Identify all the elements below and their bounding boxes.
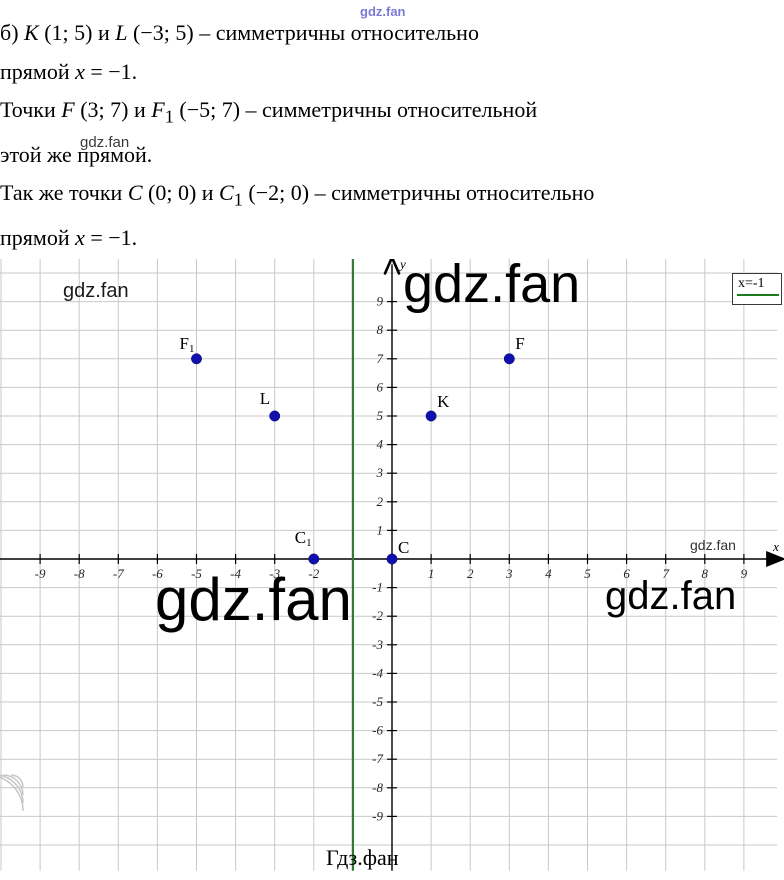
svg-text:5: 5 (377, 408, 384, 423)
svg-text:-7: -7 (372, 751, 383, 766)
svg-text:7: 7 (377, 351, 384, 366)
svg-text:-9: -9 (35, 566, 46, 581)
svg-text:-5: -5 (372, 694, 383, 709)
svg-text:1: 1 (377, 522, 384, 537)
svg-text:-8: -8 (372, 780, 383, 795)
svg-text:x: x (772, 539, 779, 554)
svg-text:3: 3 (376, 465, 384, 480)
svg-text:1: 1 (428, 566, 435, 581)
svg-text:C1: C1 (295, 528, 312, 549)
svg-text:F1: F1 (180, 334, 195, 355)
svg-text:-8: -8 (74, 566, 85, 581)
svg-text:9: 9 (377, 294, 384, 309)
svg-text:-6: -6 (372, 723, 383, 738)
svg-text:K: K (437, 392, 450, 411)
svg-text:8: 8 (377, 322, 384, 337)
svg-text:9: 9 (741, 566, 748, 581)
svg-text:F: F (515, 334, 524, 353)
svg-text:-2: -2 (372, 608, 383, 623)
svg-text:C: C (398, 538, 409, 557)
svg-text:4: 4 (545, 566, 552, 581)
svg-text:2: 2 (377, 494, 384, 509)
svg-text:4: 4 (377, 437, 384, 452)
svg-text:3: 3 (505, 566, 513, 581)
svg-text:-7: -7 (113, 566, 124, 581)
svg-text:-4: -4 (372, 665, 383, 680)
svg-text:5: 5 (584, 566, 591, 581)
svg-text:6: 6 (377, 379, 384, 394)
svg-text:-1: -1 (372, 580, 383, 595)
svg-text:L: L (260, 389, 270, 408)
svg-text:-3: -3 (372, 637, 383, 652)
svg-text:2: 2 (467, 566, 474, 581)
svg-text:-9: -9 (372, 808, 383, 823)
